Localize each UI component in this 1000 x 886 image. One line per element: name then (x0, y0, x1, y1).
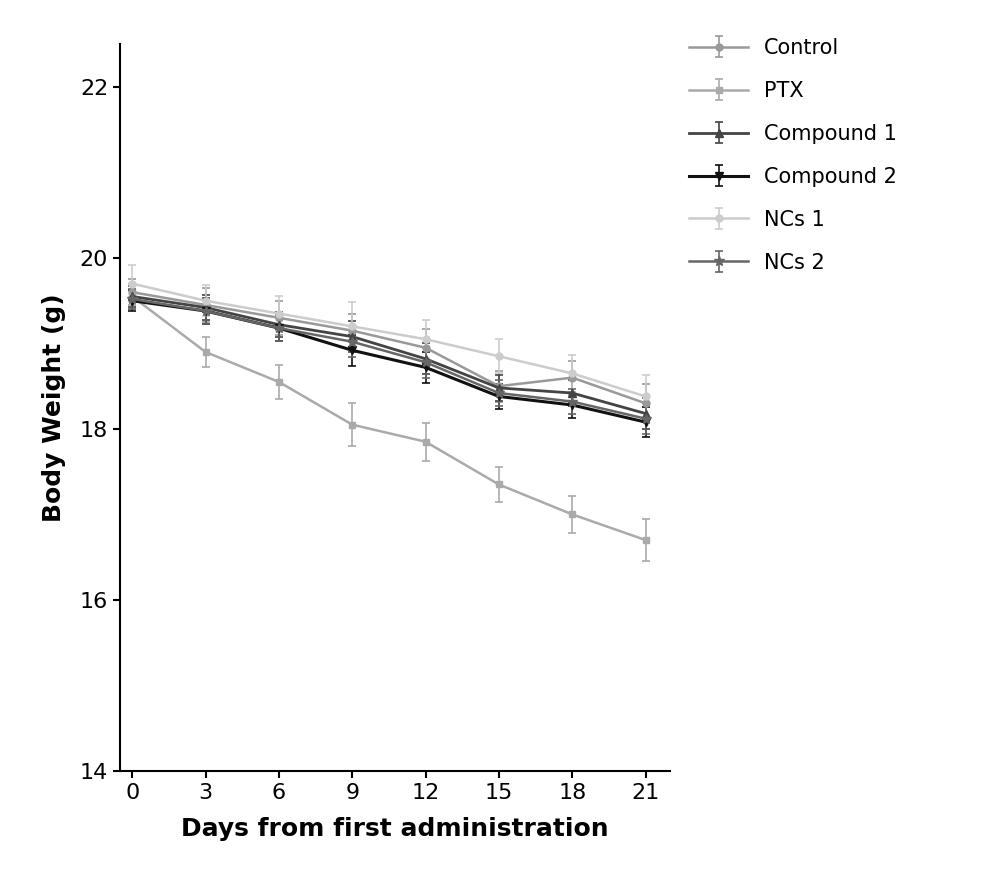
Legend: Control, PTX, Compound 1, Compound 2, NCs 1, NCs 2: Control, PTX, Compound 1, Compound 2, NC… (681, 30, 906, 281)
X-axis label: Days from first administration: Days from first administration (181, 817, 609, 841)
Y-axis label: Body Weight (g): Body Weight (g) (42, 293, 66, 522)
